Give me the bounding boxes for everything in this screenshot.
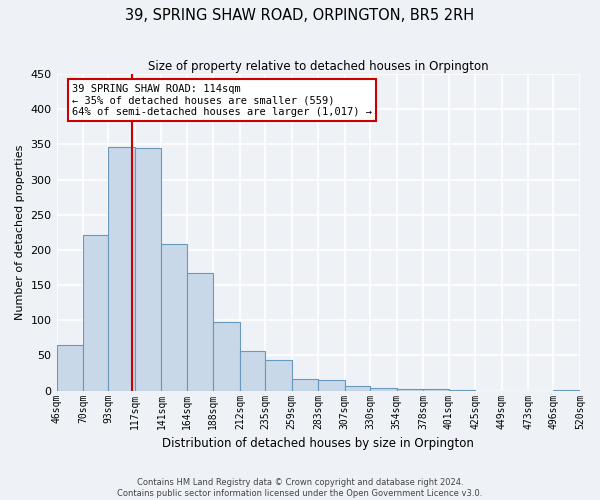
Bar: [214, 322, 240, 390]
Bar: [240, 350, 265, 391]
Bar: [161, 244, 187, 390]
Bar: [265, 360, 292, 390]
Text: 39 SPRING SHAW ROAD: 114sqm
← 35% of detached houses are smaller (559)
64% of se: 39 SPRING SHAW ROAD: 114sqm ← 35% of det…: [72, 84, 372, 117]
Bar: [109, 146, 135, 390]
Bar: [292, 380, 318, 390]
Bar: [135, 148, 161, 390]
Y-axis label: Number of detached properties: Number of detached properties: [15, 144, 25, 320]
Bar: [397, 388, 423, 390]
Bar: [56, 345, 83, 391]
X-axis label: Distribution of detached houses by size in Orpington: Distribution of detached houses by size …: [163, 437, 474, 450]
Bar: [318, 380, 345, 390]
Text: 39, SPRING SHAW ROAD, ORPINGTON, BR5 2RH: 39, SPRING SHAW ROAD, ORPINGTON, BR5 2RH: [125, 8, 475, 22]
Bar: [345, 386, 370, 390]
Bar: [83, 234, 109, 390]
Bar: [370, 388, 397, 390]
Text: Contains HM Land Registry data © Crown copyright and database right 2024.
Contai: Contains HM Land Registry data © Crown c…: [118, 478, 482, 498]
Bar: [423, 389, 449, 390]
Bar: [187, 273, 214, 390]
Title: Size of property relative to detached houses in Orpington: Size of property relative to detached ho…: [148, 60, 488, 73]
